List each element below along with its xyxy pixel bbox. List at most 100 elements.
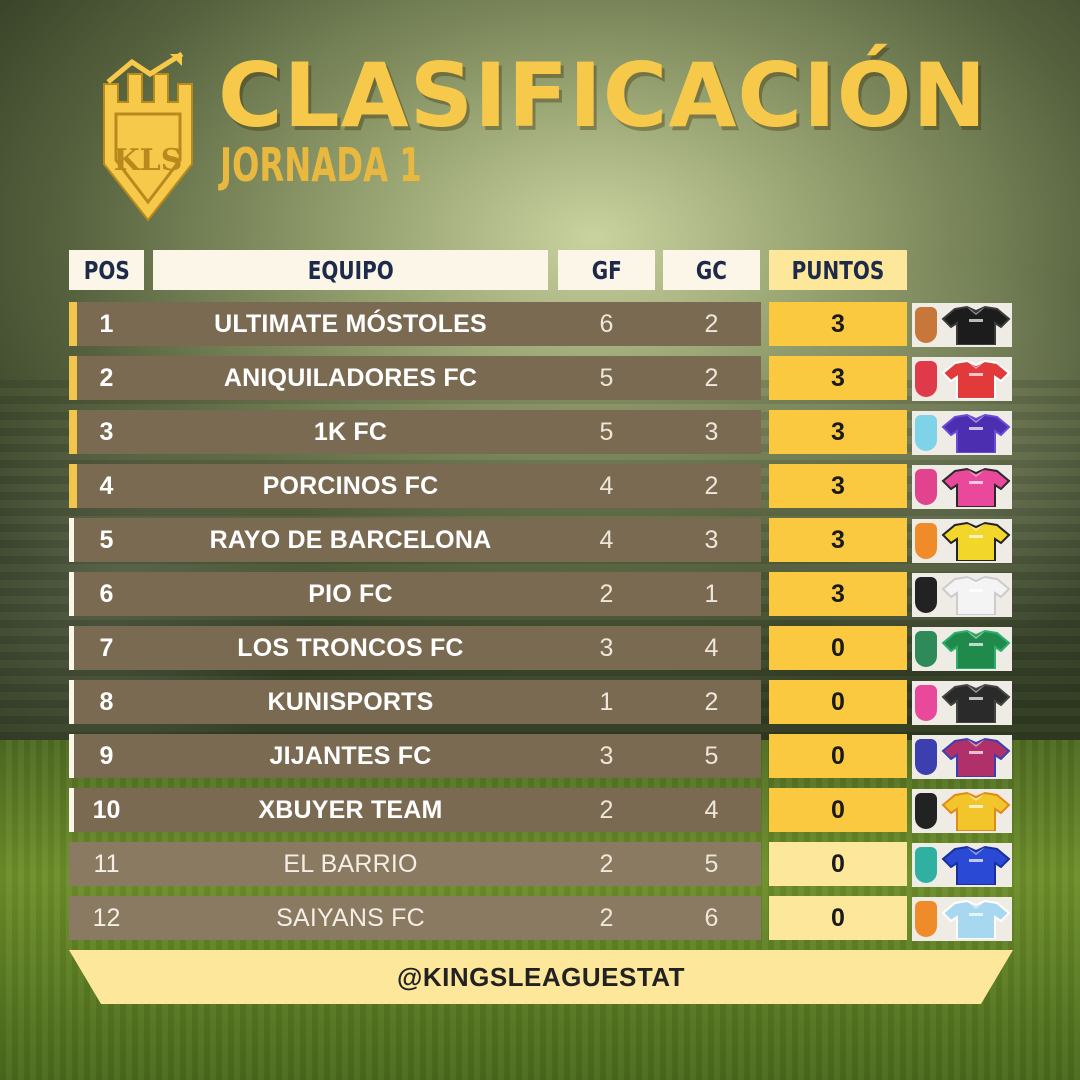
footer-banner: @KINGSLEAGUESTAT [69,950,1013,1004]
team-name: RAYO DE BARCELONA [209,525,492,554]
goals-for: 4 [599,471,614,500]
goals-for: 3 [599,633,614,662]
table-row: 3 1K FC 5 3 3 [0,410,1080,464]
team-position: 8 [99,687,114,716]
team-points: 0 [769,896,907,940]
row-background: 3 1K FC 5 3 [69,410,761,454]
row-background: 11 EL BARRIO 2 5 [69,842,761,886]
team-position: 5 [99,525,114,554]
jersey-icon [941,467,1011,507]
page-subtitle: JORNADA 1 [220,138,422,192]
team-crest-icon [915,577,937,613]
team-crest-icon [915,469,937,505]
goals-against: 3 [704,525,719,554]
goals-for: 2 [599,903,614,932]
team-kit [912,789,1012,833]
column-header-gc: GC [663,250,760,290]
team-name: KUNISPORTS [267,687,434,716]
team-name: EL BARRIO [283,849,418,878]
team-points: 3 [769,356,907,400]
team-crest-icon [915,901,937,937]
rank-stripe [69,464,77,508]
team-position: 6 [99,579,114,608]
table-row: 10 XBUYER TEAM 2 4 0 [0,788,1080,842]
team-crest-icon [915,793,937,829]
goals-against: 5 [704,849,719,878]
team-kit [912,735,1012,779]
team-points: 3 [769,410,907,454]
team-kit [912,357,1012,401]
jersey-icon [941,521,1011,561]
team-position: 7 [99,633,114,662]
table-row: 1 ULTIMATE MÓSTOLES 6 2 3 [0,302,1080,356]
team-crest-icon [915,847,937,883]
team-points: 0 [769,680,907,724]
jersey-icon [941,845,1011,885]
rank-stripe [69,410,77,454]
table-row: 9 JIJANTES FC 3 5 0 [0,734,1080,788]
goals-against: 4 [704,633,719,662]
goals-for: 2 [599,579,614,608]
row-background: 12 SAIYANS FC 2 6 [69,896,761,940]
team-points: 0 [769,626,907,670]
column-header-points: PUNTOS [769,250,907,290]
goals-against: 3 [704,417,719,446]
jersey-icon [941,683,1011,723]
rank-stripe [69,572,74,616]
goals-for: 4 [599,525,614,554]
rank-stripe [69,626,74,670]
team-kit [912,681,1012,725]
social-handle: @KINGSLEAGUESTAT [396,961,686,992]
team-crest-icon [915,685,937,721]
goals-against: 5 [704,741,719,770]
team-position: 10 [92,795,121,824]
goals-for: 6 [599,309,614,338]
team-kit [912,411,1012,455]
team-points: 0 [769,842,907,886]
goals-against: 2 [704,309,719,338]
row-background: 10 XBUYER TEAM 2 4 [69,788,761,832]
team-crest-icon [915,307,937,343]
row-background: 6 PIO FC 2 1 [69,572,761,616]
team-position: 1 [99,309,114,338]
team-name: PORCINOS FC [262,471,439,500]
jersey-icon [941,791,1011,831]
team-position: 4 [99,471,114,500]
team-points: 0 [769,734,907,778]
goals-against: 4 [704,795,719,824]
row-background: 4 PORCINOS FC 4 2 [69,464,761,508]
table-row: 2 ANIQUILADORES FC 5 2 3 [0,356,1080,410]
row-background: 7 LOS TRONCOS FC 3 4 [69,626,761,670]
team-crest-icon [915,523,937,559]
team-kit [912,627,1012,671]
team-points: 3 [769,302,907,346]
team-kit [912,465,1012,509]
team-kit [912,843,1012,887]
goals-for: 5 [599,363,614,392]
team-points: 0 [769,788,907,832]
goals-for: 3 [599,741,614,770]
goals-against: 6 [704,903,719,932]
rank-stripe [69,734,74,778]
goals-against: 2 [704,687,719,716]
table-row: 6 PIO FC 2 1 3 [0,572,1080,626]
goals-for: 1 [599,687,614,716]
column-header-team: EQUIPO [153,250,548,290]
page-title: CLASIFICACIÓN [218,44,988,147]
team-points: 3 [769,518,907,562]
goals-against: 2 [704,363,719,392]
goals-for: 2 [599,849,614,878]
team-name: ANIQUILADORES FC [223,363,478,392]
team-points: 3 [769,572,907,616]
goals-against: 1 [704,579,719,608]
team-position: 3 [99,417,114,446]
team-name: LOS TRONCOS FC [237,633,464,662]
rank-stripe [69,302,77,346]
kls-logo: KLS [103,52,193,222]
table-row: 11 EL BARRIO 2 5 0 [0,842,1080,896]
team-kit [912,519,1012,563]
team-crest-icon [915,631,937,667]
table-row: 4 PORCINOS FC 4 2 3 [0,464,1080,518]
goals-against: 2 [704,471,719,500]
table-row: 5 RAYO DE BARCELONA 4 3 3 [0,518,1080,572]
